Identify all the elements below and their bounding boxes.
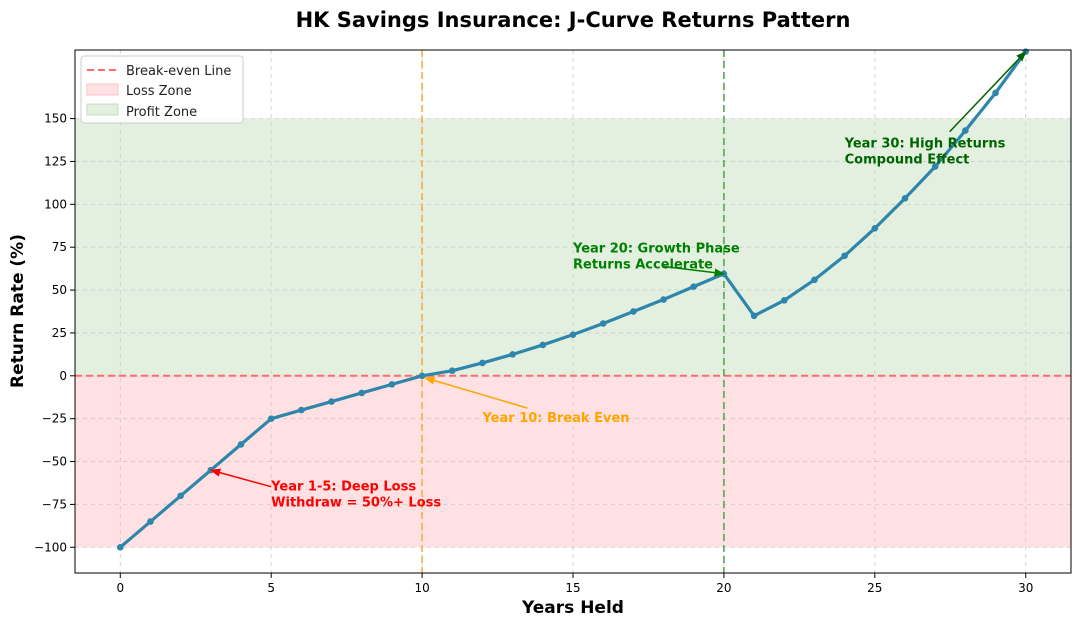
legend: Break-even Line Loss Zone Profit Zone (80, 55, 244, 124)
data-point (267, 415, 275, 422)
y-tick-label: 75 (52, 240, 67, 254)
data-point (358, 389, 366, 397)
y-tick-label: −50 (42, 455, 67, 469)
data-point (780, 297, 788, 304)
annotation-line: Year 10: Break Even (481, 411, 629, 426)
x-tick-label: 0 (116, 581, 124, 595)
y-tick-label: −100 (34, 540, 67, 554)
annotation-arrow (949, 50, 1027, 133)
data-point (901, 195, 909, 202)
legend-swatch-profit-zone (86, 103, 119, 116)
y-tick-label: 125 (44, 154, 67, 168)
legend-label-break-even: Break-even Line (126, 64, 231, 79)
annotation-arrow (662, 265, 725, 277)
data-point (328, 398, 335, 405)
data-point (509, 351, 516, 358)
data-point (750, 312, 758, 320)
data-point (448, 367, 456, 374)
legend-label-profit-zone: Profit Zone (126, 105, 197, 120)
annotation-line: Compound Effect (845, 153, 970, 168)
x-tick-label: 10 (414, 581, 429, 595)
annotation-line: Year 1-5: Deep Loss (270, 480, 416, 495)
legend-box (80, 55, 244, 124)
x-axis-title: Years Held (521, 598, 624, 618)
data-point (147, 518, 154, 525)
data-point (599, 320, 607, 327)
annotation-line: Returns Accelerate (573, 257, 713, 272)
data-point (660, 296, 667, 303)
data-point (388, 381, 396, 388)
x-tick-label: 20 (716, 581, 731, 595)
series-layer (116, 48, 1030, 551)
annotation-text: Year 10: Break Even (481, 411, 629, 426)
x-tick-label: 30 (1018, 581, 1033, 595)
data-point (871, 225, 879, 232)
data-point (298, 406, 305, 414)
y-axis-ticks: −100 −75 −50 −25 0 25 50 75 100 125 150 (34, 112, 75, 554)
data-point (237, 441, 245, 448)
legend-label-loss-zone: Loss Zone (126, 84, 192, 99)
y-axis-title: Return Rate (%) (8, 234, 28, 388)
data-point (177, 492, 184, 500)
y-tick-label: 0 (59, 369, 67, 383)
data-point (630, 308, 637, 315)
annotation-text: Year 20: Growth Phase Returns Accelerate (572, 241, 740, 272)
annotation-line: Withdraw = 50%+ Loss (271, 496, 441, 511)
annotations-layer: Year 1-5: Deep Loss Withdraw = 50%+ LossY… (209, 50, 1027, 511)
data-point (569, 331, 577, 338)
x-tick-label: 15 (565, 581, 580, 595)
data-point (931, 163, 939, 170)
y-tick-label: −25 (42, 412, 67, 426)
chart-title: HK Savings Insurance: J-Curve Returns Pa… (296, 8, 851, 32)
y-tick-label: 50 (52, 283, 67, 297)
annotation-arrow (424, 376, 528, 409)
reference-lines-layer (75, 50, 1071, 573)
data-point (811, 276, 818, 284)
data-point (962, 127, 969, 134)
x-axis-ticks: 0 5 10 15 20 25 30 (116, 573, 1033, 595)
data-point (841, 252, 848, 260)
y-tick-label: 25 (52, 326, 67, 340)
annotation-arrow (209, 468, 272, 488)
x-tick-label: 5 (267, 581, 275, 595)
data-point (539, 341, 547, 349)
legend-swatch-loss-zone (86, 83, 119, 96)
x-tick-label: 25 (867, 581, 882, 595)
data-point (418, 372, 426, 380)
data-point (116, 543, 124, 551)
y-tick-label: −75 (42, 497, 67, 511)
data-point (690, 283, 698, 290)
data-point (479, 359, 486, 367)
data-point (992, 89, 999, 97)
annotation-text: Year 1-5: Deep Loss Withdraw = 50%+ Loss (270, 480, 441, 511)
annotation-line: Year 30: High Returns (844, 137, 1006, 152)
annotation-text: Year 30: High Returns Compound Effect (844, 137, 1006, 168)
y-tick-label: 100 (44, 197, 67, 211)
y-tick-label: 150 (44, 112, 67, 126)
annotation-line: Year 20: Growth Phase (572, 241, 740, 256)
